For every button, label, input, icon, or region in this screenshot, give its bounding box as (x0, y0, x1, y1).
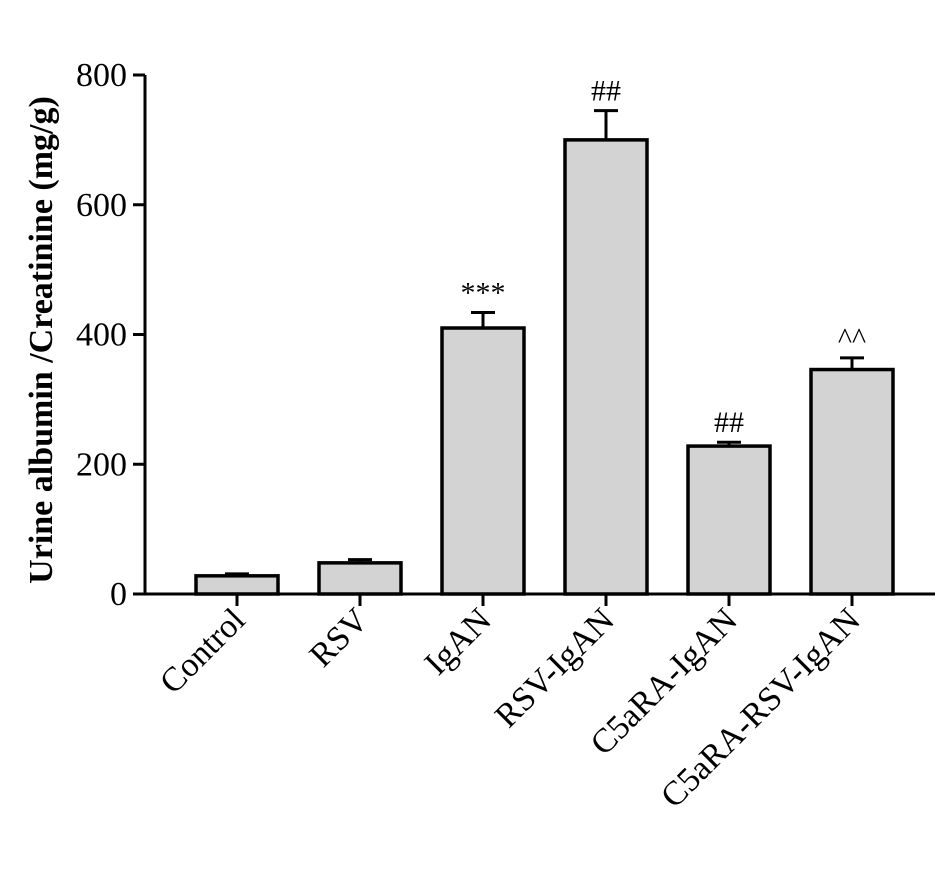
y-tick-label: 600 (76, 187, 127, 224)
bar (686, 444, 772, 596)
significance-label: ## (714, 406, 744, 439)
x-tick-label: IgAN (418, 601, 499, 682)
significance-label: *** (461, 276, 506, 309)
bar (440, 326, 526, 596)
bar (194, 574, 280, 596)
x-tick-label: RSV-IgAN (488, 601, 621, 734)
bar (809, 367, 895, 596)
significance-label: ## (591, 75, 621, 108)
y-tick-label: 200 (76, 446, 127, 483)
bar (563, 138, 649, 596)
y-tick-label: 0 (110, 576, 127, 613)
bar (317, 561, 403, 596)
significance-label: ^^ (838, 322, 866, 355)
x-tick-label: Control (153, 601, 253, 701)
plot-area: 0 200 400 600 800 Control RSV IgAN *** RSV-IgAN ##… (76, 57, 935, 815)
y-tick-label: 400 (76, 317, 127, 354)
y-axis-label: Urine albumin /Creatinine (mg/g) (23, 96, 60, 584)
x-tick-label: RSV (303, 601, 376, 674)
y-tick-label: 800 (76, 57, 127, 94)
